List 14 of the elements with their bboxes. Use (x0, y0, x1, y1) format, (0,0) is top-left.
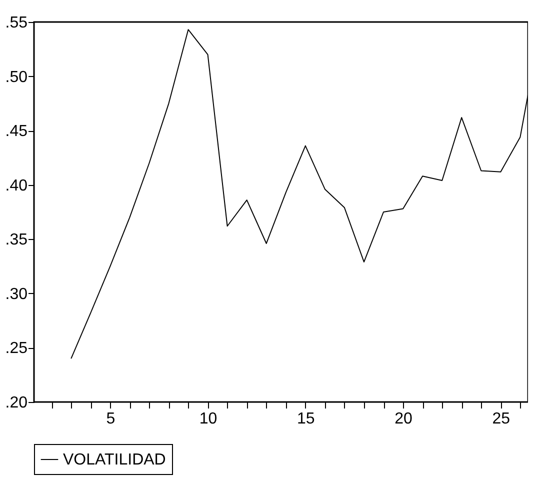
y-tick-label: .45 (5, 123, 28, 140)
y-tick-label: .30 (5, 286, 28, 303)
y-tick-label: .50 (5, 68, 28, 86)
y-tick-label: .20 (5, 394, 28, 412)
x-tick-label: 20 (394, 410, 413, 428)
y-tick-label: .55 (5, 14, 28, 32)
y-tick-label: .40 (5, 177, 28, 194)
x-tick-label: 25 (492, 410, 510, 428)
x-tick-label: 5 (106, 410, 116, 428)
x-tick-label: 15 (297, 410, 315, 428)
y-tick-label: .25 (5, 340, 28, 358)
legend-label: VOLATILIDAD (63, 452, 166, 468)
x-tick-label: 10 (199, 410, 218, 428)
y-tick-label: .35 (5, 232, 28, 249)
